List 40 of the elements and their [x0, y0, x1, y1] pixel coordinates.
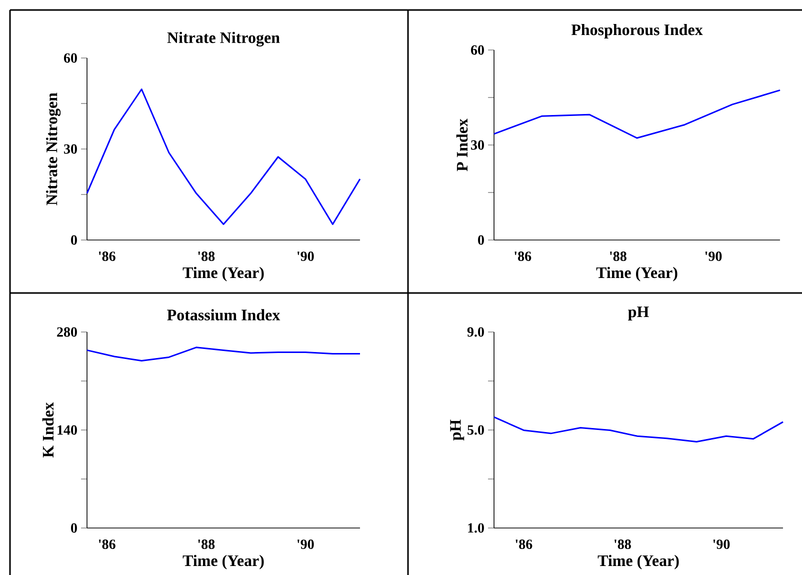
line-series — [86, 88, 361, 225]
y-tick-label: 0 — [71, 523, 77, 533]
y-axis-title: Nitrate Nitrogen — [46, 92, 61, 206]
y-tick-label: 280 — [57, 327, 77, 337]
y-tick-label: 5.0 — [468, 425, 484, 435]
line-series — [86, 346, 361, 362]
y-tick-label: 0 — [71, 235, 77, 245]
x-tick-label: '86 — [98, 540, 116, 549]
y-tick-label: 60 — [64, 53, 77, 63]
chart-title: Potassium Index — [167, 309, 280, 320]
x-tick-label: '88 — [198, 252, 215, 261]
y-tick-label: 140 — [58, 425, 77, 435]
y-tick-label: 60 — [470, 45, 484, 55]
x-tick-label: '86 — [514, 252, 532, 261]
y-tick-label: 30 — [64, 144, 77, 154]
y-axis-title: pH — [450, 420, 464, 440]
chart-title: pH — [628, 306, 649, 320]
y-tick-label: 30 — [471, 140, 484, 150]
x-tick-label: '88 — [198, 540, 215, 549]
x-axis-title: Time (Year) — [596, 266, 678, 282]
x-tick-label: '86 — [516, 540, 532, 549]
x-tick-label: '90 — [298, 252, 314, 261]
line-series — [493, 416, 784, 443]
x-axis-title: Time (Year) — [182, 554, 264, 570]
x-tick-label: '90 — [705, 252, 722, 261]
y-tick-label: 1.0 — [468, 523, 484, 533]
chart-title: Nitrate Nitrogen — [167, 32, 280, 46]
chart-title: Phosphorous Index — [571, 24, 703, 38]
y-tick-label: 0 — [478, 235, 484, 245]
y-axis-title: K Index — [42, 402, 54, 458]
y-tick-label: 9.0 — [467, 327, 484, 337]
line-series — [493, 89, 781, 139]
x-tick-label: '90 — [298, 540, 314, 549]
x-tick-label: '86 — [98, 252, 116, 261]
x-axis-title: Time (Year) — [598, 554, 679, 570]
x-tick-label: '90 — [713, 540, 730, 549]
x-tick-label: '88 — [610, 252, 626, 261]
x-tick-label: '88 — [614, 540, 631, 549]
y-axis-title: P Index — [456, 118, 468, 172]
x-axis-title: Time (Year) — [182, 266, 264, 282]
